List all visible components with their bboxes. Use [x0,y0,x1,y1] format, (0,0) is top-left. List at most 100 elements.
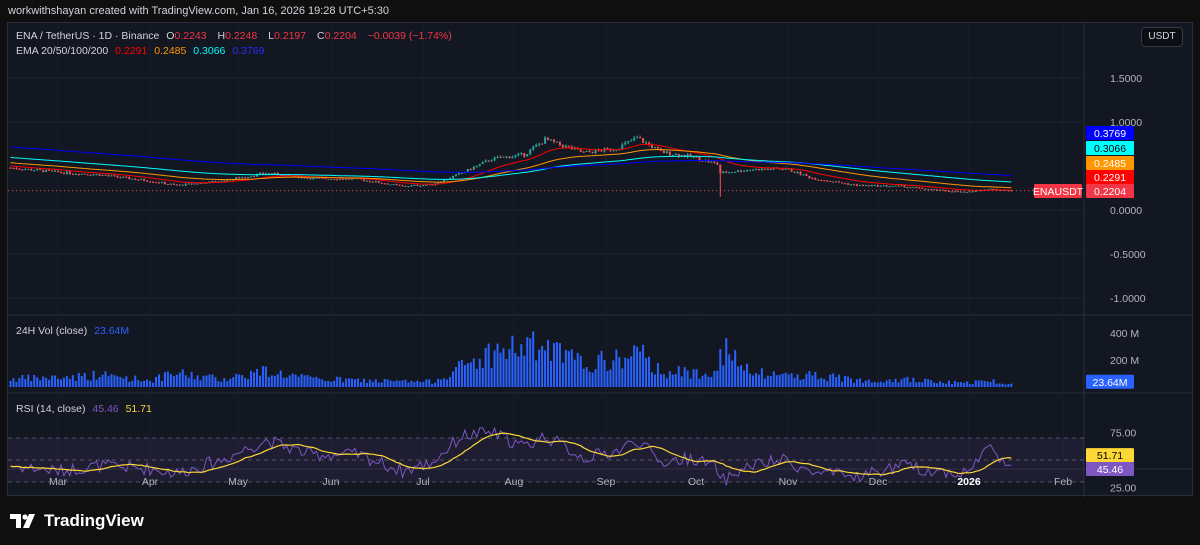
volume-bar [751,375,754,387]
candle-body [754,168,757,170]
volume-bar [74,380,77,387]
candle-body [119,177,122,179]
ema-title[interactable]: EMA 20/50/100/200 [16,45,109,57]
candle-body [817,179,820,181]
rsi-badge [1086,461,1134,476]
candle-body [113,175,116,177]
volume-bar [77,372,80,387]
candle-body [92,174,95,176]
candle-body [247,177,250,179]
symbol-title[interactable]: ENA / TetherUS · 1D · Binance [16,30,160,42]
volume-bar [196,375,199,387]
high-value: 0.2248 [225,30,258,42]
volume-bar [443,378,446,387]
candle-body [327,178,330,180]
volume-bar [686,370,689,387]
candle-body [740,170,743,172]
candle-body [811,178,814,180]
candle-body [855,184,858,186]
volume-bar [460,359,463,387]
ema200-badge [1086,126,1134,140]
candle-body [309,178,312,180]
volume-bar [849,378,852,387]
rsi-title[interactable]: RSI (14, close) [16,403,86,415]
rsi-badge-text: 45.46 [1097,464,1123,476]
volume-bar [805,373,808,387]
volume-bar [511,335,514,387]
volume-bar [255,368,258,387]
volume-bar [532,331,535,387]
volume-bar [54,375,57,387]
volume-bar [261,366,264,387]
volume-bar [769,376,772,387]
candle-body [80,173,83,175]
candle-body [689,154,692,157]
candle-body [493,157,496,161]
candle-body [362,179,365,181]
rsi-legend: RSI (14, close) 45.46 51.71 [16,403,156,415]
candle-body [677,153,680,157]
candle-body [226,178,229,182]
volume-bar [181,369,184,387]
volume-bar [312,377,315,387]
candle-body [517,153,520,156]
volume-bar [936,383,939,387]
volume-bar [160,380,163,387]
volume-bar [529,338,532,387]
candle-body [315,177,318,179]
volume-bar [214,377,217,387]
candle-body [814,178,817,180]
chart-credit: workwithshayan created with TradingView.… [8,5,390,17]
volume-bar [496,343,499,387]
chart-panel[interactable]: 1.5000 1.0000 0.0000 -0.5000 -1.0000 400 M 200… [7,22,1194,497]
candle-body [526,154,529,157]
volume-bar [906,376,909,387]
volume-bar [832,373,835,387]
candle-body [110,175,113,177]
volume-bar [380,382,383,387]
candle-body [728,172,731,174]
candle-body [959,191,962,193]
volume-bar [258,375,261,387]
currency-button[interactable]: USDT [1141,27,1183,47]
volume-bar [270,375,273,387]
price-axis-label: -1.0000 [1110,293,1146,305]
candle-body [870,185,873,187]
candle-body [178,184,181,186]
candle-body [74,173,77,175]
volume-bar [172,376,175,387]
symbol-badge-text: ENAUSDT [1033,186,1084,198]
volume-bar [398,380,401,387]
candle-body [155,182,158,184]
volume-bar [624,357,627,387]
rsi-axis-label: 75.00 [1110,428,1136,440]
volume-bar [1010,383,1013,387]
rsi-ma-badge [1086,448,1134,463]
candle-body [680,155,683,157]
tradingview-logo[interactable]: TradingView [10,511,144,531]
candle-body [710,161,713,163]
ema20-badge-text: 0.2291 [1094,172,1126,184]
volume-bar [719,349,722,387]
volume-bar [728,354,731,387]
candle-body [695,156,698,158]
candle-body [989,188,992,190]
candle-body [564,145,567,148]
candle-body [261,172,264,174]
open-value: 0.2243 [174,30,207,42]
volume-bar [760,368,763,387]
candle-body [199,182,202,184]
candle-body [665,151,668,154]
volume-bar [264,366,267,387]
volume-bar [918,381,921,387]
candle-body [57,170,59,173]
volume-bar [630,356,633,387]
volume-bar [199,380,202,387]
last-price-badge [1086,184,1134,198]
candle-body [214,181,217,183]
volume-title[interactable]: 24H Vol (close) [16,325,88,337]
volume-bar [65,376,68,387]
candle-body [621,144,624,150]
volume-bar [422,381,425,387]
